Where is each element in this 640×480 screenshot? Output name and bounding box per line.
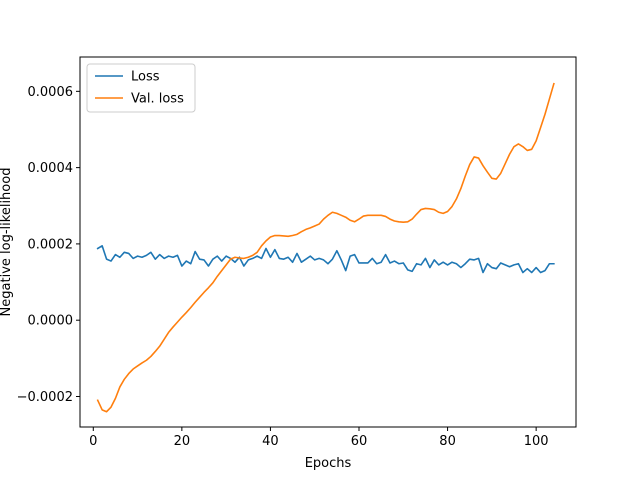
x-axis-label: Epochs — [305, 456, 352, 471]
y-tick-label: 0.0004 — [28, 161, 74, 176]
series-layer — [96, 82, 555, 413]
y-tick-label: 0.0006 — [28, 85, 74, 100]
x-tick-label: 0 — [89, 434, 97, 449]
x-tick-label: 100 — [524, 434, 549, 449]
y-tick-label: 0.0002 — [28, 237, 74, 252]
y-tick-label: 0.0000 — [28, 314, 74, 329]
legend-label: Val. loss — [131, 92, 184, 107]
x-axis: 0 20 40 60 80 100 — [89, 427, 549, 449]
y-axis-label: Negative log-likelihood — [0, 168, 14, 317]
series-line-val-loss — [96, 82, 555, 413]
x-tick-label: 20 — [174, 434, 191, 449]
series-line-loss — [96, 245, 555, 274]
x-tick-label: 80 — [439, 434, 456, 449]
plot-frame — [79, 56, 577, 428]
y-tick-label: −0.0002 — [17, 390, 73, 405]
x-tick-label: 40 — [262, 434, 279, 449]
y-axis: −0.0002 0.0000 0.0002 0.0004 0.0006 — [17, 85, 80, 405]
x-tick-label: 60 — [351, 434, 368, 449]
legend-label: Loss — [131, 70, 160, 85]
legend: Loss Val. loss — [86, 63, 196, 113]
